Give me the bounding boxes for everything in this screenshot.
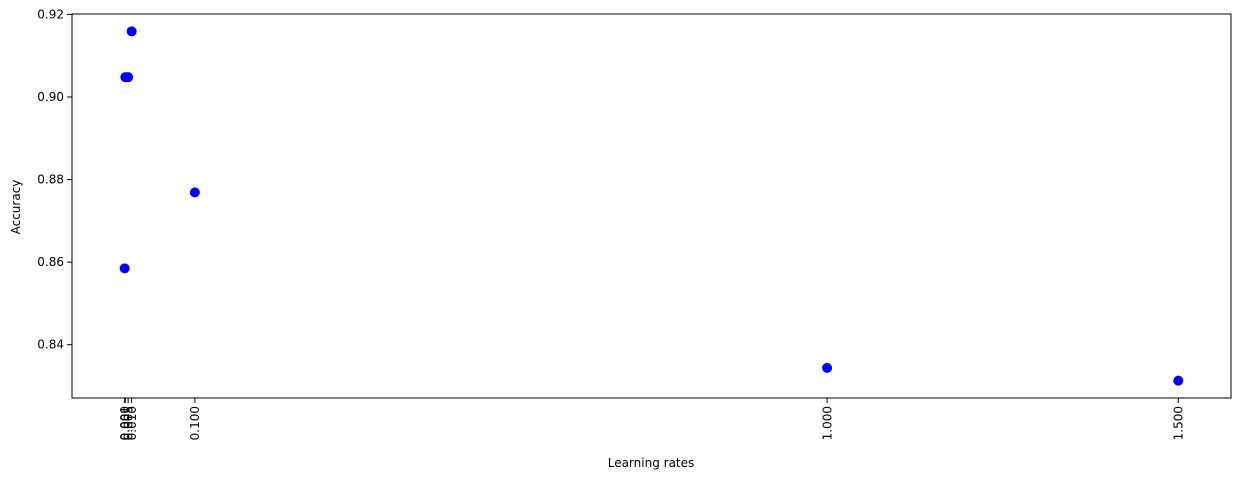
x-tick-label: 0.005 bbox=[121, 406, 135, 440]
plot-frame bbox=[71, 13, 1232, 399]
x-tick-label: 0.100 bbox=[188, 406, 202, 440]
x-tick-label: 1.000 bbox=[820, 406, 834, 440]
x-axis-label: Learning rates bbox=[608, 456, 695, 470]
scatter-point bbox=[123, 72, 134, 83]
y-tick-label: 0.90 bbox=[37, 90, 64, 104]
scatter-point bbox=[1173, 375, 1184, 386]
x-tick-label: 1.500 bbox=[1172, 406, 1186, 440]
scatter-point bbox=[822, 362, 833, 373]
scatter-point bbox=[126, 26, 137, 37]
y-tick-label: 0.92 bbox=[37, 7, 64, 21]
scatter-point bbox=[119, 263, 130, 274]
data-points bbox=[119, 26, 1184, 386]
y-axis: 0.84 0.86 0.88 0.90 0.92 bbox=[37, 7, 72, 352]
scatter-point bbox=[189, 187, 200, 198]
x-tick-label: 0.010 bbox=[125, 406, 139, 440]
x-tick-label: 0.001 bbox=[119, 406, 133, 440]
y-tick-label: 0.84 bbox=[37, 338, 64, 352]
x-tick-label: 0.000 bbox=[118, 406, 132, 440]
y-tick-label: 0.86 bbox=[37, 255, 64, 269]
y-axis-label: Accuracy bbox=[9, 180, 23, 235]
plot-area-background bbox=[72, 14, 1231, 398]
y-tick-label: 0.88 bbox=[37, 173, 64, 187]
